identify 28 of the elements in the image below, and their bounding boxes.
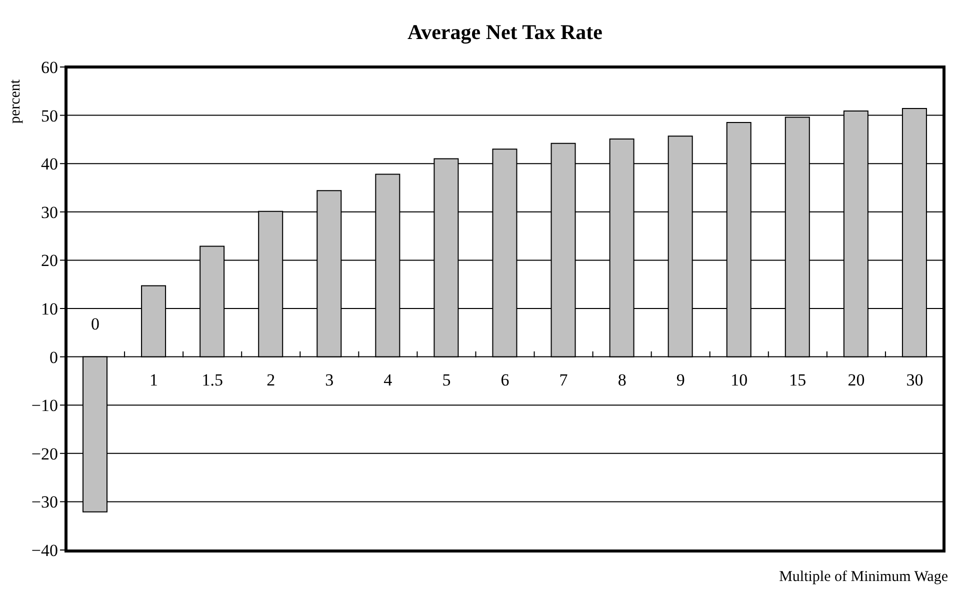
y-tick-label: −20 (31, 444, 58, 464)
x-tick-label: 4 (384, 370, 393, 390)
y-tick-label: 30 (41, 202, 58, 222)
x-tick-label: 20 (848, 370, 865, 390)
y-tick-label: 10 (41, 300, 58, 319)
x-tick-label: 1.5 (202, 370, 223, 390)
x-tick-label: 8 (618, 370, 626, 390)
x-tick-label: 6 (500, 370, 510, 390)
y-tick-label: −40 (31, 541, 58, 560)
x-tick-label: 5 (442, 370, 451, 390)
y-tick-label: 60 (41, 58, 58, 78)
x-tick-label: 2 (266, 370, 276, 390)
x-tick-label: 3 (325, 370, 334, 390)
x-tick-label: 1 (150, 370, 158, 390)
y-tick-label: −10 (31, 396, 58, 416)
y-tick-label: 50 (41, 106, 58, 126)
y-tick-label: 0 (50, 348, 58, 367)
x-tick-label: 15 (789, 370, 806, 390)
x-tick-label: 10 (730, 370, 748, 390)
chart-title: Average Net Tax Rate (406, 20, 604, 45)
x-tick-label: 9 (676, 370, 685, 390)
y-tick-label: 20 (41, 251, 58, 270)
x-tick-label: 7 (559, 370, 568, 390)
x-tick-label: 30 (906, 370, 924, 390)
x-axis-title: Multiple of Minimum Wage (779, 569, 948, 586)
y-tick-label: 40 (41, 154, 58, 174)
y-tick-label: −30 (31, 492, 58, 512)
y-axis-title: percent (8, 78, 24, 126)
